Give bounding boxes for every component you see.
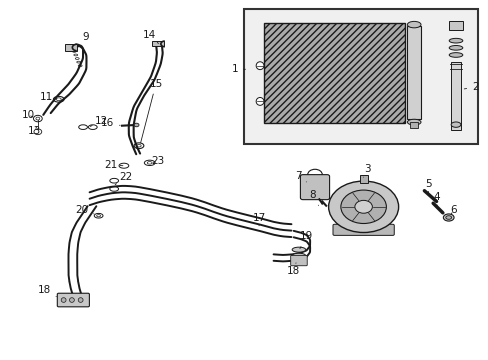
FancyBboxPatch shape bbox=[290, 255, 306, 266]
Text: 18: 18 bbox=[38, 285, 56, 297]
Circle shape bbox=[340, 190, 386, 224]
Text: 5: 5 bbox=[424, 179, 431, 194]
Text: 17: 17 bbox=[252, 212, 265, 226]
Ellipse shape bbox=[448, 39, 462, 43]
Ellipse shape bbox=[443, 214, 453, 221]
Ellipse shape bbox=[407, 21, 420, 28]
Text: 11: 11 bbox=[40, 92, 56, 102]
Bar bbox=[244, 9, 477, 144]
Ellipse shape bbox=[448, 45, 462, 50]
Ellipse shape bbox=[445, 216, 451, 219]
Text: 1: 1 bbox=[231, 64, 245, 74]
Bar bbox=[264, 23, 404, 123]
Ellipse shape bbox=[291, 247, 305, 252]
Text: 7: 7 bbox=[294, 171, 306, 182]
Ellipse shape bbox=[134, 123, 139, 127]
Ellipse shape bbox=[256, 98, 264, 105]
Text: 9: 9 bbox=[77, 32, 89, 47]
Text: 13: 13 bbox=[28, 126, 41, 136]
Text: 3: 3 bbox=[363, 164, 369, 177]
Bar bbox=[359, 175, 367, 183]
Ellipse shape bbox=[256, 62, 264, 69]
Circle shape bbox=[328, 181, 398, 233]
Text: 19: 19 bbox=[299, 231, 313, 249]
Text: 18: 18 bbox=[286, 263, 299, 276]
Bar bbox=[450, 62, 460, 130]
Bar bbox=[448, 21, 462, 30]
Text: 8: 8 bbox=[308, 190, 318, 206]
Text: 2: 2 bbox=[463, 82, 478, 92]
Ellipse shape bbox=[69, 298, 74, 302]
FancyBboxPatch shape bbox=[332, 224, 393, 235]
Text: 21: 21 bbox=[104, 160, 122, 170]
Text: 4: 4 bbox=[433, 192, 440, 206]
Circle shape bbox=[354, 201, 372, 213]
Ellipse shape bbox=[61, 298, 66, 302]
Text: 23: 23 bbox=[151, 156, 164, 166]
Ellipse shape bbox=[291, 253, 305, 258]
Bar bbox=[409, 122, 417, 128]
Text: 22: 22 bbox=[115, 172, 132, 185]
Bar bbox=[64, 44, 77, 51]
Text: 15: 15 bbox=[141, 78, 163, 143]
Text: 16: 16 bbox=[101, 118, 120, 128]
Bar bbox=[152, 41, 164, 46]
Ellipse shape bbox=[407, 119, 420, 125]
Text: 6: 6 bbox=[449, 205, 456, 215]
Text: 14: 14 bbox=[143, 30, 158, 44]
Ellipse shape bbox=[78, 298, 83, 302]
FancyBboxPatch shape bbox=[300, 175, 329, 200]
FancyBboxPatch shape bbox=[57, 293, 89, 307]
Ellipse shape bbox=[448, 53, 462, 57]
Text: 12: 12 bbox=[90, 116, 108, 126]
Text: 10: 10 bbox=[21, 110, 35, 120]
Text: 20: 20 bbox=[75, 205, 94, 215]
Ellipse shape bbox=[450, 122, 460, 127]
Bar bbox=[407, 26, 420, 119]
